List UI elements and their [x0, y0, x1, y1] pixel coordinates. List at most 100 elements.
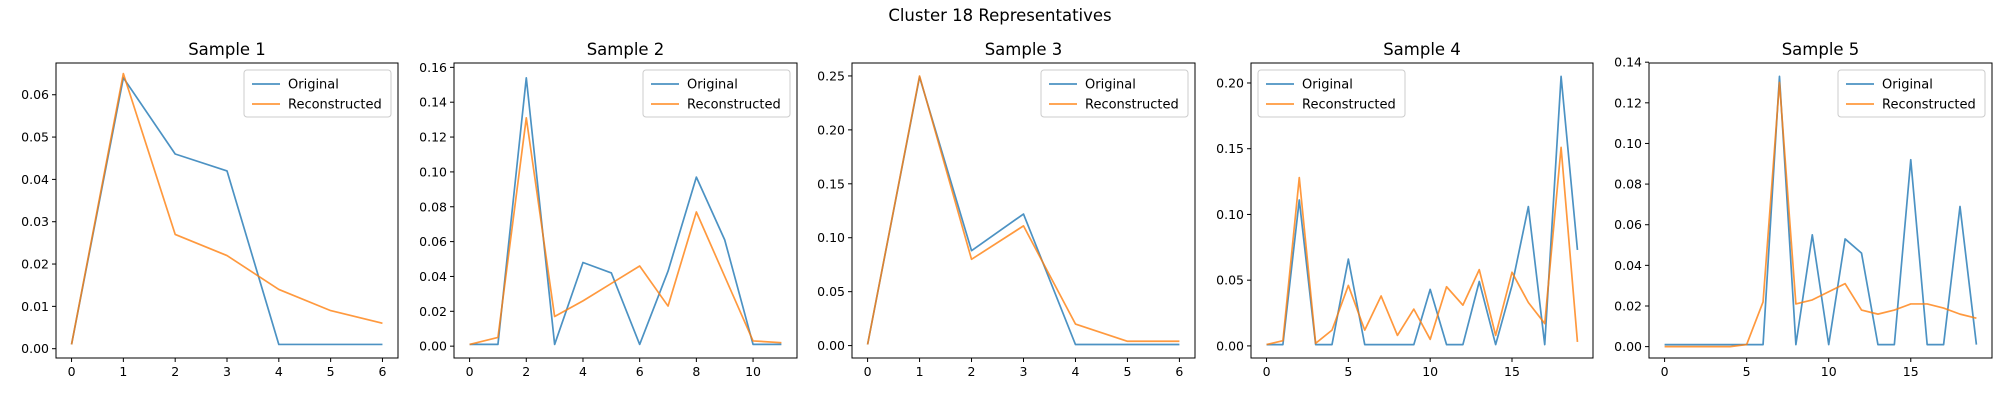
y-tick-label: 0.12 [1614, 95, 1642, 110]
y-tick-label: 0.08 [419, 199, 447, 214]
y-tick-label: 0.01 [21, 299, 49, 314]
x-tick-label: 6 [378, 364, 386, 379]
x-tick-label: 15 [1504, 364, 1520, 379]
x-tick-label: 5 [1344, 364, 1352, 379]
x-tick-label: 15 [1903, 364, 1919, 379]
series-line-reconstructed [70, 72, 383, 345]
y-tick-label: 0.15 [1216, 141, 1244, 156]
y-tick-label: 0.20 [1216, 75, 1244, 90]
y-tick-label: 0.00 [1614, 339, 1642, 354]
subplot-4: Sample 4 0 5 10 15 0.00 0.05 0.10 0.15 0.20 Origin… [1216, 40, 1594, 379]
legend-box [1257, 69, 1406, 118]
y-tick-label: 0.16 [419, 60, 447, 75]
y-tick-label: 0.14 [419, 95, 447, 110]
y-tick-label: 0.25 [817, 68, 845, 83]
series-line-reconstructed [1266, 146, 1579, 346]
legend-label: Original [288, 78, 339, 93]
y-tick-label: 0.02 [1614, 298, 1642, 313]
x-tick-label: 5 [327, 364, 335, 379]
x-tick-label: 2 [968, 364, 976, 379]
legend-label: Original [1302, 78, 1353, 93]
y-tick-label: 0.10 [1614, 136, 1642, 151]
y-tick-label: 0.14 [1614, 55, 1642, 70]
legend: Original Reconstructed [1040, 69, 1189, 118]
subplot-title: Sample 3 [985, 40, 1063, 59]
legend: Original Reconstructed [1257, 69, 1406, 118]
y-tick-label: 0.02 [419, 304, 447, 319]
y-tick-label: 0.10 [817, 230, 845, 245]
x-tick-label: 1 [119, 364, 127, 379]
y-tick-label: 0.08 [1614, 177, 1642, 192]
x-tick-label: 4 [275, 364, 283, 379]
y-tick-label: 0.04 [419, 269, 447, 284]
legend-label: Reconstructed [1302, 98, 1396, 113]
x-tick-label: 6 [1175, 364, 1183, 379]
y-tick-label: 0.20 [817, 122, 845, 137]
legend-label: Reconstructed [687, 98, 781, 113]
subplot-5: Sample 5 0 5 10 15 0.00 0.02 0.04 0.06 0.08 0.10 0.… [1614, 40, 1993, 379]
legend-label: Original [1085, 78, 1136, 93]
x-tick-label: 5 [1743, 364, 1751, 379]
y-tick-label: 0.02 [21, 257, 49, 272]
series-line-original [1664, 75, 1978, 346]
legend-label: Reconstructed [288, 98, 382, 113]
x-tick-label: 0 [864, 364, 872, 379]
x-tick-label: 2 [171, 364, 179, 379]
x-tick-label: 1 [916, 364, 924, 379]
x-tick-label: 3 [223, 364, 231, 379]
legend: Original Reconstructed [243, 69, 392, 118]
y-tick-label: 0.05 [1216, 273, 1244, 288]
legend-label: Reconstructed [1882, 98, 1976, 113]
series-line-reconstructed [866, 75, 1180, 345]
legend: Original Reconstructed [642, 69, 791, 118]
subplot-title: Sample 4 [1383, 40, 1461, 59]
axes-frame [453, 62, 798, 359]
y-tick-label: 0.03 [21, 214, 49, 229]
legend-label: Original [1882, 78, 1933, 93]
axes-frame [55, 62, 399, 359]
y-tick-label: 0.12 [419, 130, 447, 145]
y-tick-label: 0.15 [817, 176, 845, 191]
x-tick-label: 0 [68, 364, 76, 379]
series-line-original [469, 76, 782, 346]
subplot-3: Sample 3 0 1 2 3 4 5 6 0.00 0.05 0.10 0.15 0.20 0.25 O… [817, 40, 1196, 379]
x-tick-label: 0 [1661, 364, 1669, 379]
y-tick-label: 0.06 [419, 234, 447, 249]
subplot-2: Sample 2 0 2 4 6 8 10 0.00 0.02 0.04 0.06 0.08 0.10 0… [419, 40, 798, 379]
subplot-title: Sample 5 [1782, 40, 1860, 59]
legend-label: Reconstructed [1085, 98, 1179, 113]
x-tick-label: 6 [636, 364, 644, 379]
y-tick-label: 0.04 [21, 172, 49, 187]
y-tick-label: 0.00 [1216, 338, 1244, 353]
y-tick-label: 0.10 [1216, 207, 1244, 222]
series-line-original [1266, 75, 1579, 346]
x-tick-label: 5 [1123, 364, 1131, 379]
y-tick-label: 0.05 [817, 284, 845, 299]
x-tick-label: 10 [745, 364, 761, 379]
x-tick-label: 4 [1071, 364, 1079, 379]
legend-box [243, 69, 392, 118]
subplot-title: Sample 1 [188, 40, 266, 59]
x-tick-label: 0 [1263, 364, 1271, 379]
y-tick-label: 0.04 [1614, 258, 1642, 273]
x-tick-label: 3 [1020, 364, 1028, 379]
series-line-reconstructed [1664, 81, 1977, 348]
legend: Original Reconstructed [1837, 69, 1986, 118]
x-tick-label: 10 [1821, 364, 1837, 379]
x-tick-label: 10 [1422, 364, 1438, 379]
x-tick-label: 4 [579, 364, 587, 379]
y-tick-label: 0.00 [817, 338, 845, 353]
y-tick-label: 0.06 [1614, 217, 1642, 232]
y-tick-label: 0.10 [419, 164, 447, 179]
y-tick-label: 0.05 [21, 130, 49, 145]
legend-label: Original [687, 78, 738, 93]
x-tick-label: 0 [466, 364, 474, 379]
axes-frame [851, 62, 1196, 359]
axes-frame [1648, 62, 1993, 359]
series-line-reconstructed [469, 117, 782, 346]
legend-box [1040, 69, 1189, 118]
y-tick-label: 0.06 [21, 87, 49, 102]
legend-box [1837, 69, 1986, 118]
